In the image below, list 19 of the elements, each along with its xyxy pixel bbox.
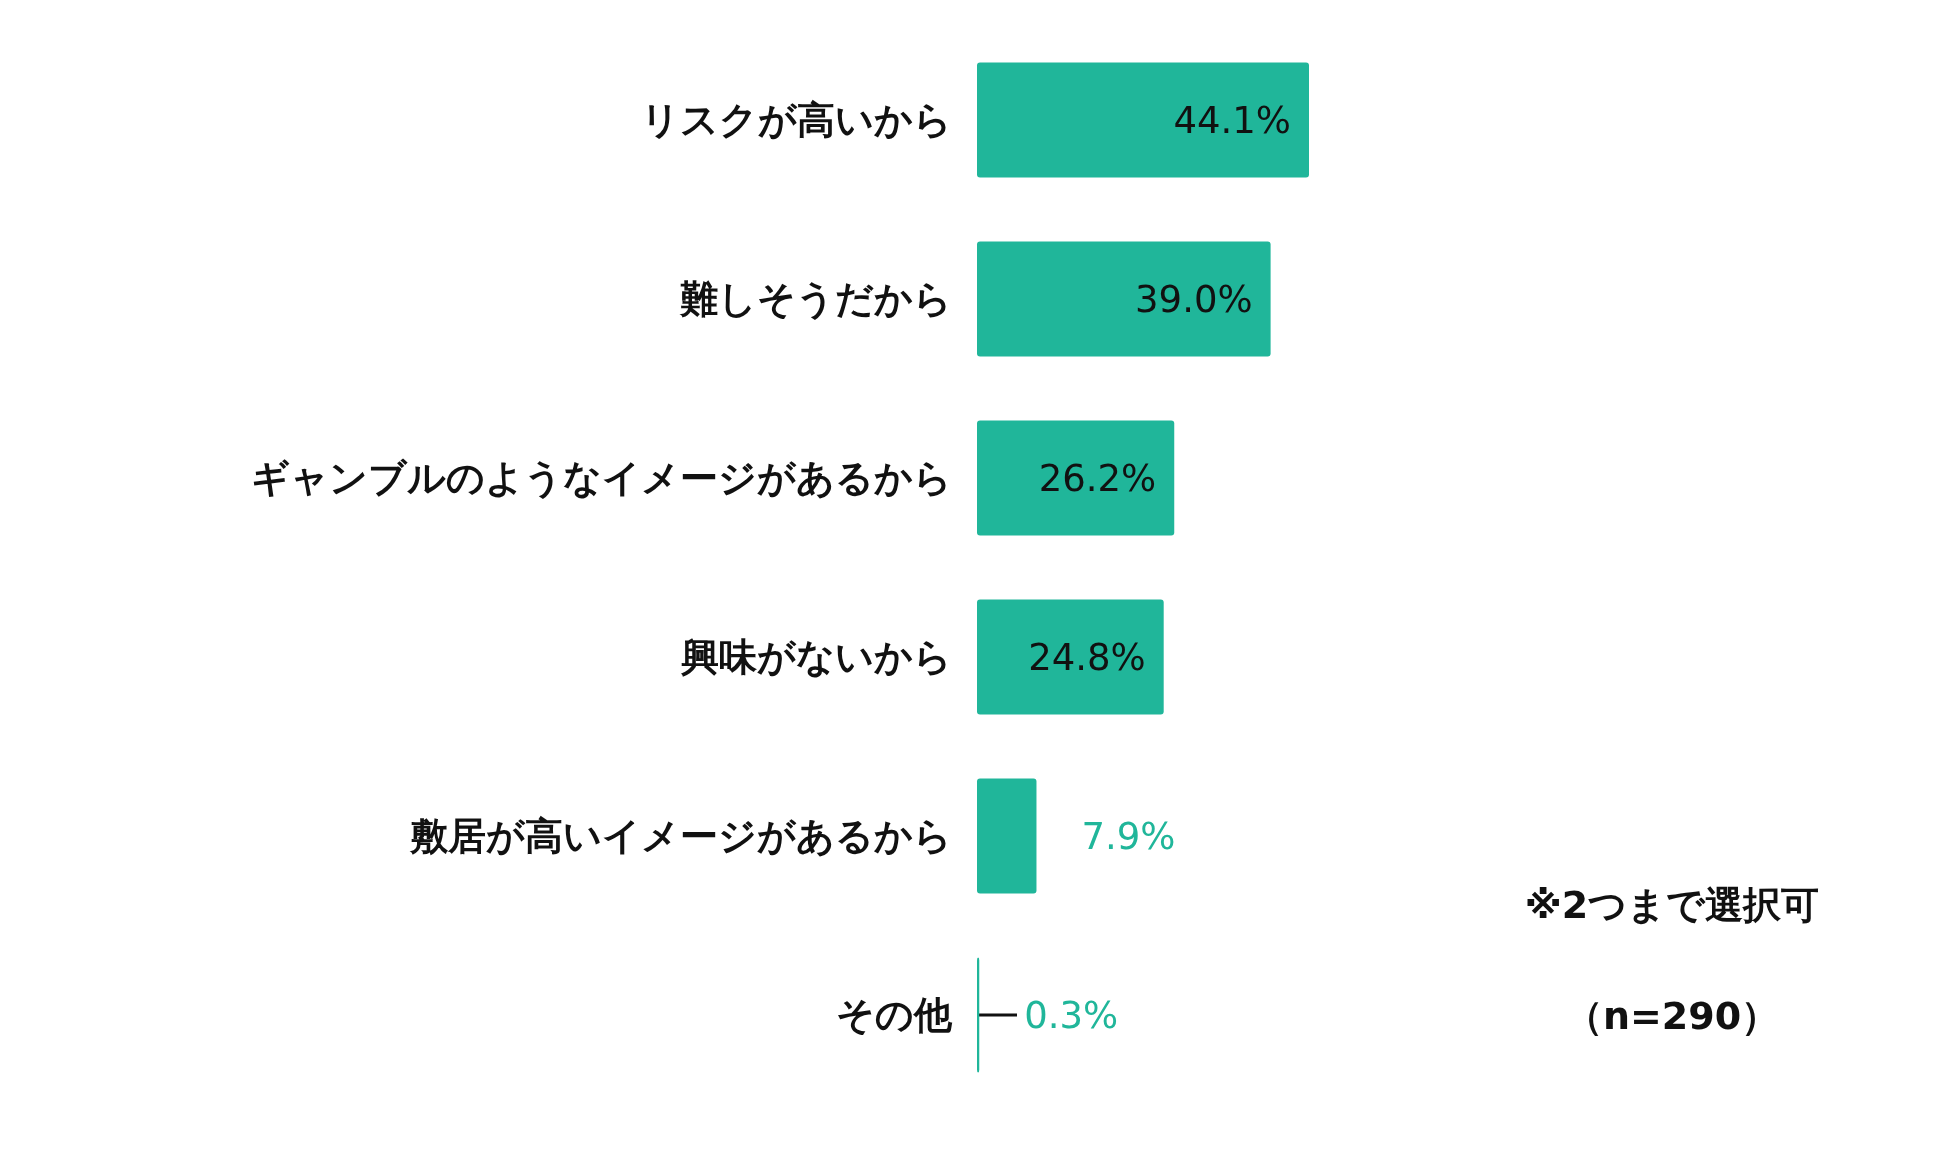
bar [977,241,1271,357]
text: ※2つまで選択可 [1524,883,1820,927]
y-tick-label: 敷居が高いイメージがあるから [409,814,952,858]
data-label: 7.9% [1081,814,1176,858]
y-tick-label: 難しそうだから [679,277,952,321]
y-tick-label: その他 [836,993,953,1037]
bar [977,62,1309,178]
bar [977,778,1037,894]
data-label: 39.0% [1135,277,1253,321]
bar [977,599,1164,715]
y-tick-label: ギャンブルのようなイメージがあるから [251,456,952,500]
data-label: 0.3% [1024,993,1119,1037]
text: （n=290） [1564,994,1780,1038]
y-tick-label: 興味がないから [680,635,952,679]
y-tick-label: リスクが高いから [641,98,952,142]
data-label: 44.1% [1173,98,1291,142]
data-label: 26.2% [1038,456,1157,500]
bar [977,420,1175,536]
data-label: 24.8% [1028,635,1146,679]
